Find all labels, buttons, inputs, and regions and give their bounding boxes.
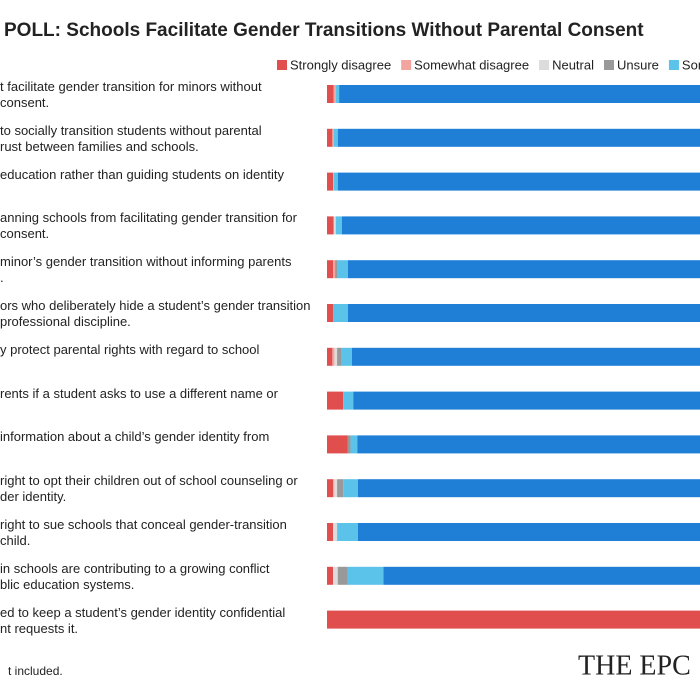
bar-segment bbox=[347, 260, 700, 279]
bar-segment bbox=[333, 523, 338, 541]
bar-segment bbox=[333, 216, 336, 235]
bar-segment bbox=[337, 260, 348, 279]
bar-segment bbox=[337, 347, 342, 366]
legend-swatch bbox=[668, 60, 679, 70]
category-label: to socially transition students without … bbox=[0, 122, 262, 154]
bar-segment bbox=[333, 566, 338, 585]
bar-segment bbox=[351, 347, 700, 366]
bar-segment bbox=[327, 347, 333, 366]
bar-segment bbox=[357, 523, 700, 541]
bar-segment bbox=[383, 566, 700, 585]
bar-segment bbox=[333, 304, 348, 322]
bar-segment bbox=[333, 85, 336, 103]
bar-segment bbox=[337, 566, 348, 585]
bar-segment bbox=[332, 347, 335, 366]
bar-segment bbox=[333, 172, 334, 191]
bar-segment bbox=[327, 304, 334, 322]
legend-label: Somewhat disagree bbox=[414, 57, 529, 72]
bar-segment bbox=[337, 172, 700, 191]
category-label: y protect parental rights with regard to… bbox=[0, 341, 260, 357]
bar-segment bbox=[335, 216, 342, 235]
legend-label: Unsure bbox=[617, 57, 659, 72]
bar-segment bbox=[337, 523, 358, 541]
category-label: ors who deliberately hide a student’s ge… bbox=[0, 298, 311, 329]
bar-segment bbox=[327, 391, 344, 410]
bar-segment bbox=[327, 260, 334, 279]
bar-segment bbox=[339, 85, 700, 103]
bar-segment bbox=[327, 216, 334, 235]
bar-segment bbox=[350, 435, 358, 454]
bar-segment bbox=[333, 260, 336, 279]
bar-segment bbox=[343, 391, 354, 410]
bar-segment bbox=[353, 391, 700, 410]
bar-segment bbox=[341, 216, 700, 235]
bar-segment bbox=[334, 479, 338, 498]
bar-segment bbox=[357, 479, 700, 498]
bar-segment bbox=[347, 566, 384, 585]
bar-segment bbox=[327, 566, 334, 585]
bar-segment bbox=[327, 610, 700, 629]
category-label: education rather than guiding students o… bbox=[0, 166, 285, 182]
legend-label: Strongly disagree bbox=[290, 57, 391, 72]
bar-segment bbox=[337, 479, 344, 498]
category-label: minor’s gender transition without inform… bbox=[0, 254, 292, 286]
bar-segment bbox=[327, 479, 334, 498]
logo: THE EPC bbox=[578, 650, 691, 681]
footnote: t included. bbox=[8, 664, 63, 678]
category-label: ed to keep a student’s gender identity c… bbox=[0, 604, 286, 636]
bar-segment bbox=[335, 85, 340, 103]
bar-segment bbox=[332, 128, 334, 147]
category-label: information about a child’s gender ident… bbox=[0, 429, 270, 445]
bar-segment bbox=[333, 128, 338, 147]
category-label: right to opt their children out of schoo… bbox=[0, 473, 298, 505]
bar-segment bbox=[327, 85, 334, 103]
chart-title: POLL: Schools Facilitate Gender Transiti… bbox=[4, 20, 644, 41]
legend-swatch bbox=[401, 60, 412, 70]
category-label: right to sue schools that conceal gender… bbox=[0, 517, 287, 548]
bar-segment bbox=[327, 435, 348, 454]
legend-swatch bbox=[277, 60, 287, 70]
category-label: rents if a student asks to use a differe… bbox=[0, 385, 278, 401]
bar-segment bbox=[357, 435, 700, 454]
category-label: in schools are contributing to a growing… bbox=[0, 560, 270, 592]
category-label: t facilitate gender transition for minor… bbox=[0, 79, 262, 110]
bar-segment bbox=[343, 479, 358, 498]
bar-segment bbox=[347, 304, 700, 322]
bar-segment bbox=[333, 479, 335, 498]
bar-segment bbox=[333, 172, 338, 191]
legend-swatch bbox=[604, 60, 614, 70]
legend-label: Somewha bbox=[682, 57, 700, 72]
bar-segment bbox=[335, 260, 338, 279]
bar-segment bbox=[347, 435, 351, 454]
legend-label: Neutral bbox=[552, 57, 594, 72]
bar-segment bbox=[341, 347, 352, 366]
bar-segment bbox=[327, 128, 333, 147]
legend-swatch bbox=[539, 60, 550, 70]
bar-segment bbox=[337, 128, 700, 147]
bar-segment bbox=[327, 523, 334, 541]
bar-segment bbox=[334, 347, 338, 366]
category-label: anning schools from facilitating gender … bbox=[0, 210, 297, 242]
bar-segment bbox=[327, 172, 334, 191]
